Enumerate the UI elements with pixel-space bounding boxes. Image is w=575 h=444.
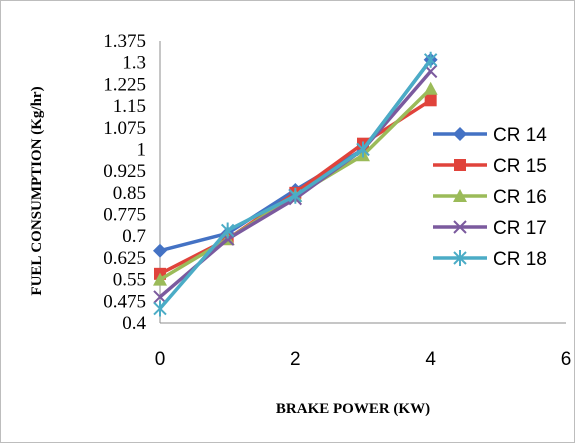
data-point-cr-18 [220,222,235,239]
legend-item-cr-18: CR 18 [433,249,547,270]
legend-item-cr-17: CR 17 [433,218,547,239]
series-layer [153,51,438,317]
data-point-cr-18 [153,300,167,317]
legend-item-cr-15: CR 15 [433,156,547,177]
legend-label: CR 18 [493,249,547,270]
y-tick-label: 0.475 [103,291,146,312]
x-tick-label: 6 [561,349,572,370]
legend-item-cr-14: CR 14 [433,125,547,146]
legend-label: CR 14 [493,125,547,146]
data-point-cr-18 [423,51,438,68]
y-tick-label: 0.775 [103,205,146,226]
data-point-cr-14 [153,243,167,258]
x-axis-title: BRAKE POWER (KW) [276,401,430,417]
legend-label: CR 17 [493,218,547,239]
x-tick-label: 4 [425,349,436,370]
legend-marker [453,220,467,234]
data-point-cr-15 [424,94,437,107]
series-line-cr-14 [159,58,433,253]
legend-marker [453,127,467,141]
y-tick-label: 0.55 [113,270,146,291]
legend-label: CR 15 [493,156,547,177]
data-point-cr-16 [153,272,167,286]
y-tick-label: 0.625 [103,248,146,269]
y-tick-labels: 0.40.4750.550.6250.70.7750.850.92511.075… [103,31,146,334]
y-tick-label: 0.4 [122,313,146,334]
y-tick-label: 0.85 [113,183,146,204]
series-cr-18 [153,51,438,317]
legend: CR 14 CR 15 CR 16 CR 17 CR 18 [433,125,547,270]
legend-label: CR 16 [493,187,547,208]
y-tick-label: 0.7 [122,226,146,247]
y-tick-label: 1.075 [103,118,146,139]
y-tick-label: 1.375 [103,31,146,52]
y-tick-label: 1.15 [113,96,146,117]
x-tick-labels: 0 2 4 6 [155,349,572,370]
legend-item-cr-16: CR 16 [433,187,547,208]
x-tick-label: 0 [155,349,166,370]
data-point-cr-18 [288,187,303,204]
data-point-cr-18 [356,141,370,158]
legend-marker [454,159,466,171]
legend-marker [453,250,467,266]
series-cr-14 [153,52,438,258]
data-point-cr-16 [423,81,438,95]
x-tick-label: 2 [290,349,301,370]
y-axis-title: FUEL CONSUMPTION (Kg/hr) [29,86,45,295]
y-tick-label: 1 [137,139,147,160]
y-tick-label: 1.225 [103,74,146,95]
axes [159,41,566,324]
data-point-cr-17 [153,290,167,304]
y-tick-label: 1.3 [122,53,146,74]
y-tick-label: 0.925 [103,161,146,182]
legend-marker [453,189,467,202]
